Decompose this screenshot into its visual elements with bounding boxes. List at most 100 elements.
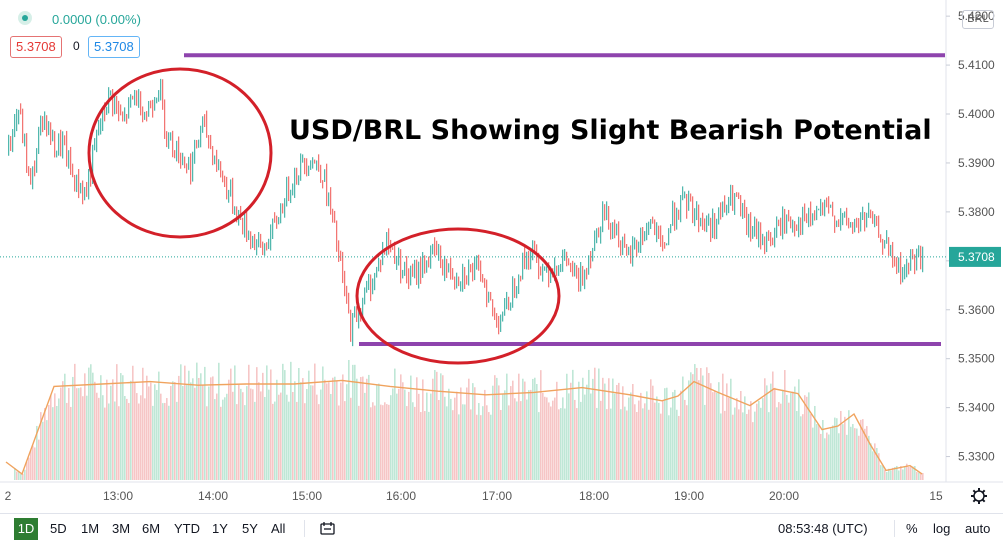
volume-bar <box>408 391 410 480</box>
volume-bar <box>142 367 144 480</box>
volume-bar <box>758 400 760 480</box>
volume-bar <box>622 386 624 480</box>
volume-bar <box>620 409 622 480</box>
volume-bar <box>912 466 914 480</box>
volume-bar <box>704 404 706 480</box>
price-chart[interactable]: USD/BRL Showing Slight Bearish Potential… <box>0 0 1003 512</box>
volume-bar <box>268 389 270 480</box>
volume-bar <box>464 404 466 480</box>
volume-bar <box>728 397 730 480</box>
volume-bar <box>602 377 604 480</box>
volume-bar <box>320 389 322 480</box>
volume-bar <box>832 425 834 480</box>
volume-bar <box>678 415 680 480</box>
timeframe-3m-button[interactable]: 3M <box>112 521 131 536</box>
volume-bar <box>64 373 66 480</box>
status-dot-icon <box>18 11 32 25</box>
bid-price[interactable]: 5.3708 <box>10 36 62 58</box>
percent-toggle[interactable]: % <box>906 521 918 536</box>
volume-bar <box>522 378 524 480</box>
currency-label[interactable]: BRL <box>962 10 994 29</box>
volume-bar <box>254 401 256 480</box>
volume-bar <box>432 378 434 480</box>
volume-bar <box>546 397 548 480</box>
volume-bar <box>558 409 560 480</box>
gear-icon[interactable] <box>971 488 987 504</box>
volume-bar <box>532 378 534 480</box>
volume-bar <box>330 393 332 480</box>
volume-bar <box>808 392 810 480</box>
volume-bar <box>74 363 76 480</box>
volume-bar <box>286 394 288 480</box>
volume-bar <box>378 383 380 480</box>
volume-bar <box>784 370 786 480</box>
volume-bar <box>618 382 620 480</box>
volume-bar <box>46 420 48 480</box>
volume-bar <box>364 392 366 480</box>
time-tick-label: 18:00 <box>579 489 609 503</box>
compare-range-icon[interactable] <box>320 522 336 536</box>
volume-bar <box>132 365 134 480</box>
volume-bar <box>314 363 316 480</box>
volume-bar <box>586 384 588 480</box>
ask-price[interactable]: 5.3708 <box>88 36 140 58</box>
volume-bar <box>158 371 160 480</box>
volume-bar <box>576 408 578 480</box>
timeframe-1d-button[interactable]: 1D <box>14 518 38 540</box>
volume-bar <box>222 399 224 480</box>
volume-bar <box>444 396 446 480</box>
volume-bar <box>910 466 912 480</box>
volume-bar <box>274 401 276 480</box>
volume-bar <box>674 389 676 480</box>
volume-bar <box>72 376 74 480</box>
auto-toggle[interactable]: auto <box>965 521 991 536</box>
volume-bar <box>294 381 296 480</box>
volume-bar <box>528 390 530 480</box>
volume-bar <box>342 374 344 480</box>
volume-bar <box>898 470 900 480</box>
volume-bar <box>500 409 502 480</box>
volume-bar <box>720 413 722 480</box>
timeframe-1m-button[interactable]: 1M <box>81 521 100 536</box>
volume-bar <box>438 400 440 480</box>
volume-bar <box>710 383 712 480</box>
timeframe-6m-button[interactable]: 6M <box>142 521 161 536</box>
volume-bar <box>106 379 108 480</box>
volume-bar <box>722 373 724 480</box>
volume-bar <box>452 410 454 480</box>
volume-bar <box>20 474 22 480</box>
volume-bar <box>646 391 648 480</box>
volume-bar <box>508 405 510 480</box>
timeframe-5d-button[interactable]: 5D <box>50 521 67 536</box>
timeframe-all-button[interactable]: All <box>271 521 286 536</box>
volume-bar <box>806 396 808 480</box>
timeframe-1y-button[interactable]: 1Y <box>212 521 228 536</box>
log-toggle[interactable]: log <box>933 521 951 536</box>
volume-bar <box>454 397 456 480</box>
volume-bar <box>866 426 868 480</box>
volume-bar <box>594 367 596 480</box>
timeframe-ytd-button[interactable]: YTD <box>174 521 200 536</box>
volume-bar <box>488 412 490 480</box>
volume-bar <box>570 382 572 480</box>
volume-bar <box>276 379 278 480</box>
volume-bar <box>448 388 450 480</box>
volume-bar <box>896 465 898 480</box>
volume-bar <box>766 385 768 480</box>
volume-bar <box>404 389 406 480</box>
volume-bar <box>340 382 342 480</box>
volume-bar <box>706 367 708 480</box>
volume-bar <box>864 428 866 480</box>
timeframe-5y-button[interactable]: 5Y <box>242 521 258 536</box>
volume-bar <box>514 398 516 480</box>
volume-bar <box>262 372 264 480</box>
volume-bar <box>530 389 532 480</box>
volume-bar <box>850 426 852 480</box>
chart-area[interactable]: USD/BRL Showing Slight Bearish Potential… <box>0 0 1003 512</box>
volume-bar <box>372 402 374 480</box>
volume-bar <box>520 401 522 480</box>
volume-bar <box>904 466 906 480</box>
volume-bar <box>554 397 556 480</box>
volume-bar <box>644 403 646 480</box>
volume-bar <box>480 415 482 480</box>
